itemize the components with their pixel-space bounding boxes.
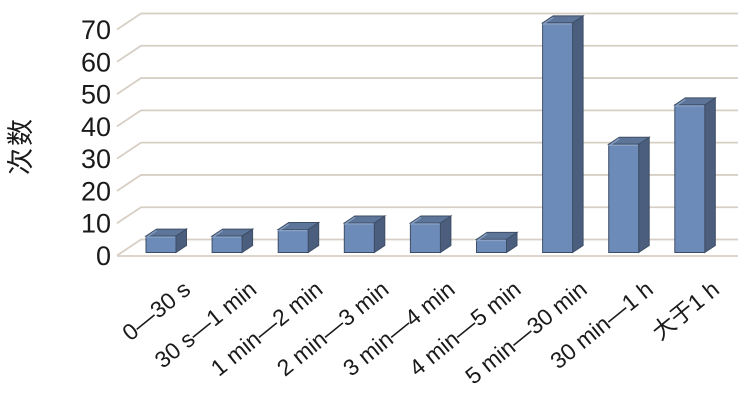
bar-3 [342, 215, 387, 254]
bar-8 [673, 96, 717, 254]
bar-bevel-highlight [475, 233, 506, 242]
bar-side-face [704, 96, 716, 254]
bar-0 [144, 228, 189, 254]
bar-front-face [277, 229, 309, 253]
bar-2 [276, 221, 321, 254]
bar-front-face [343, 222, 375, 253]
gridline [116, 109, 738, 128]
bar-side-face [572, 14, 584, 254]
y-tick-label: 70 [81, 15, 111, 45]
bar-front-face [211, 235, 243, 253]
bar-side-face [638, 136, 650, 254]
bar-bevel-highlight [343, 216, 374, 225]
bar-bevel-highlight [409, 216, 440, 225]
bar-bevel-highlight [210, 230, 242, 238]
y-tick-label: 60 [81, 47, 111, 77]
bar-4 [408, 215, 453, 254]
y-tick-label: 30 [81, 144, 111, 174]
bar-bevel-highlight [144, 230, 175, 238]
bar-bevel-highlight [673, 98, 704, 107]
gridline [116, 141, 738, 160]
y-axis-title: 次数 [6, 117, 36, 175]
bar-front-face [608, 143, 640, 253]
gridline [116, 44, 738, 63]
bar-series [144, 14, 717, 254]
gridline [116, 174, 738, 192]
bar-5 [474, 231, 519, 254]
gridlines [116, 12, 738, 257]
bar-front-face [674, 104, 706, 253]
bar-front-face [542, 22, 574, 253]
bar-1 [210, 228, 255, 254]
gridline [116, 206, 738, 224]
gridline [116, 12, 738, 31]
bar-front-face [409, 222, 441, 253]
gridline [116, 77, 738, 95]
y-tick-label: 40 [81, 112, 111, 142]
bar-7 [607, 136, 651, 254]
y-tick-label: 50 [81, 80, 111, 110]
y-tick-label: 0 [96, 241, 111, 271]
bar-front-face [476, 238, 507, 253]
bar-6 [540, 14, 585, 254]
bar-front-face [145, 235, 177, 253]
gridline [116, 238, 738, 257]
x-category-label: 大于1 h [647, 276, 724, 345]
bar-bevel-highlight [276, 223, 308, 232]
bar-bevel-highlight [607, 138, 638, 146]
y-tick-label: 10 [81, 209, 111, 239]
bar-bevel-highlight [541, 16, 572, 25]
y-tick-label: 20 [81, 176, 111, 206]
